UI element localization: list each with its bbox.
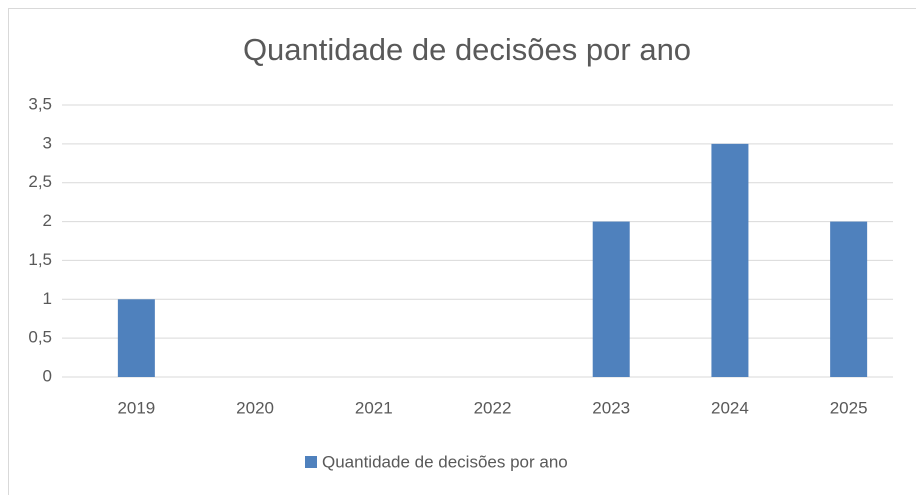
y-tick-label: 1 [43, 289, 52, 308]
bar [117, 299, 155, 377]
y-tick-label: 0 [43, 366, 52, 385]
y-tick-label: 0,5 [28, 328, 52, 347]
y-tick-label: 3,5 [28, 94, 52, 113]
x-tick-label: 2024 [711, 398, 749, 417]
legend-swatch [305, 456, 317, 468]
x-tick-label: 2023 [592, 398, 630, 417]
bar [711, 143, 749, 377]
x-tick-label: 2025 [830, 398, 868, 417]
x-tick-label: 2022 [474, 398, 512, 417]
y-tick-label: 2 [43, 211, 52, 230]
x-tick-label: 2020 [236, 398, 274, 417]
bar [830, 221, 868, 377]
chart-border [8, 8, 916, 495]
x-tick-label: 2019 [117, 398, 155, 417]
y-tick-label: 2,5 [28, 172, 52, 191]
x-tick-label: 2021 [355, 398, 393, 417]
bar [592, 221, 630, 377]
legend-label: Quantidade de decisões por ano [322, 452, 568, 471]
chart-title: Quantidade de decisões por ano [243, 32, 691, 67]
y-tick-label: 3 [43, 133, 52, 152]
y-tick-label: 1,5 [28, 250, 52, 269]
